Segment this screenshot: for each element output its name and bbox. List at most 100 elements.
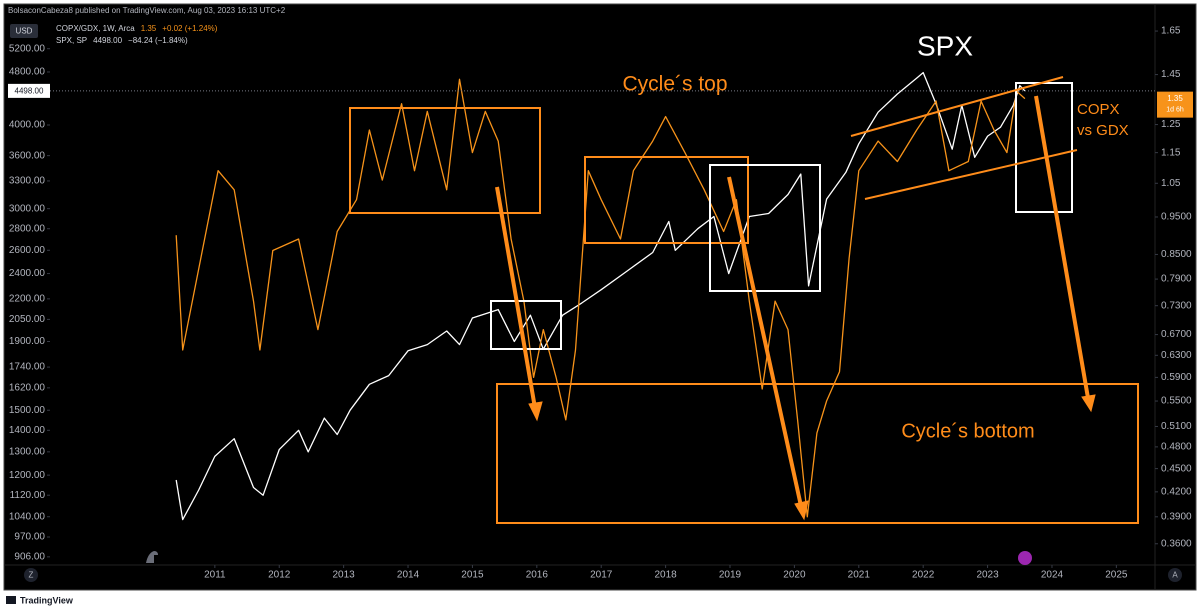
legend-change: −84.24 (−1.84%) xyxy=(128,36,188,45)
chart-panel xyxy=(3,3,1197,591)
arrow xyxy=(1034,95,1090,399)
y-tick-label: 1740.00 xyxy=(9,362,46,373)
y-tick-label: 0.7900 xyxy=(1161,274,1192,285)
box xyxy=(496,383,1139,524)
y-tick-label: 2400.00 xyxy=(9,268,46,279)
y-tick-label: 3300.00 xyxy=(9,176,46,187)
box xyxy=(584,156,749,244)
y-tick-label: 906.00 xyxy=(14,552,45,563)
x-tick-label: 2024 xyxy=(1041,570,1064,581)
y-tick-label: 1620.00 xyxy=(9,382,46,393)
x-tick-label: 2012 xyxy=(268,570,291,581)
footer-logo xyxy=(6,596,16,604)
button-label[interactable]: A xyxy=(1172,571,1178,580)
y-tick-label: 970.00 xyxy=(14,532,45,543)
countdown: 1d 6h xyxy=(1166,106,1184,113)
legend-name: COPX/GDX, 1W, Arca xyxy=(56,24,135,33)
legend-last: 1.35 xyxy=(141,24,157,33)
y-tick-label: 2200.00 xyxy=(9,293,46,304)
y-tick-label: 2600.00 xyxy=(9,245,46,256)
y-tick-label: 1900.00 xyxy=(9,336,46,347)
y-tick-label: 1120.00 xyxy=(10,490,46,501)
y-tick-label: 1500.00 xyxy=(9,405,46,416)
annotation: COPX xyxy=(1077,101,1120,118)
y-tick-label: 0.9500 xyxy=(1161,212,1192,223)
x-tick-label: 2016 xyxy=(526,570,549,581)
y-tick-label: 3000.00 xyxy=(9,203,46,214)
x-tick-label: 2018 xyxy=(654,570,677,581)
y-tick-label: 0.6700 xyxy=(1161,329,1192,340)
price-badge xyxy=(8,83,50,98)
series-line xyxy=(175,71,1026,521)
y-tick-label: 0.6300 xyxy=(1161,350,1192,361)
logo-icon xyxy=(146,551,158,563)
y-tick-label: 0.5900 xyxy=(1161,372,1192,383)
arrows xyxy=(495,95,1096,521)
button[interactable] xyxy=(1168,568,1182,582)
price-badge xyxy=(1157,91,1193,118)
x-tick-label: 2023 xyxy=(976,570,999,581)
plot: 5200.00 4800.00 4000.00 3600.00 3300.00 3000.… xyxy=(8,26,1193,581)
y-tick-label: 1.25 xyxy=(1161,119,1181,130)
button-label[interactable]: Z xyxy=(29,571,34,580)
y-tick-label: 2050.00 xyxy=(9,314,46,325)
x-tick-label: 2013 xyxy=(333,570,356,581)
y-tick-label: 1200.00 xyxy=(9,470,46,481)
x-tick-label: 2015 xyxy=(461,570,484,581)
y-tick-label: 1.15 xyxy=(1161,147,1181,158)
arrow-head xyxy=(528,401,543,422)
arrow-head xyxy=(794,500,809,521)
x-tick-label: 2019 xyxy=(719,570,742,581)
y-tick-label: 1.05 xyxy=(1161,178,1181,189)
annotation: Cycle´s bottom xyxy=(901,420,1034,442)
annotation: Cycle´s top xyxy=(622,73,727,96)
legend-row: COPX/GDX, 1W, Arca 1.35 +0.02 (+1.24%) xyxy=(56,24,218,33)
annotation: vs GDX xyxy=(1077,122,1129,139)
y-tick-label: 0.5100 xyxy=(1161,421,1192,432)
y-tick-label: 2800.00 xyxy=(9,223,46,234)
event-icon[interactable] xyxy=(1018,551,1032,565)
x-tick-label: 2020 xyxy=(783,570,806,581)
drawings xyxy=(349,76,1139,524)
y-tick-label: 1300.00 xyxy=(9,446,46,457)
button[interactable] xyxy=(24,568,38,582)
y-tick-label: 0.4500 xyxy=(1161,463,1192,474)
annotation: SPX xyxy=(917,30,973,61)
x-tick-label: 2017 xyxy=(590,570,613,581)
series-line xyxy=(175,78,1026,518)
currency[interactable]: USD xyxy=(16,27,33,36)
y-tick-label: 0.7300 xyxy=(1161,300,1192,311)
legend-row: SPX, SP 4498.00 −84.24 (−1.84%) xyxy=(56,36,188,45)
x-tick-label: 2022 xyxy=(912,570,935,581)
price-badge-label: 4498.00 xyxy=(15,86,44,95)
y-tick-label: 3600.00 xyxy=(9,150,46,161)
y-tick-label: 1040.00 xyxy=(9,511,46,522)
header: BolsaconCabeza8 published on TradingView… xyxy=(8,6,286,15)
x-tick-label: 2014 xyxy=(397,570,420,581)
box xyxy=(349,107,541,214)
y-tick-label: 1400.00 xyxy=(9,425,46,436)
x-tick-label: 2021 xyxy=(848,570,871,581)
y-tick-label: 0.4800 xyxy=(1161,442,1192,453)
y-tick-label: 0.8500 xyxy=(1161,249,1192,260)
legend-change: +0.02 (+1.24%) xyxy=(162,24,217,33)
y-tick-label: 5200.00 xyxy=(9,43,46,54)
currency-badge[interactable] xyxy=(10,24,38,38)
box xyxy=(709,164,821,292)
legend-last: 4498.00 xyxy=(93,36,122,45)
x-tick-label: 2011 xyxy=(204,570,226,581)
y-tick-label: 1.65 xyxy=(1161,26,1181,37)
y-tick-label: 1.45 xyxy=(1161,69,1181,80)
y-tick-label: 0.3600 xyxy=(1161,538,1192,549)
y-tick-label: 0.5500 xyxy=(1161,396,1192,407)
y-tick-label: 0.4200 xyxy=(1161,486,1192,497)
channel-line xyxy=(864,149,1078,200)
footer: TradingView xyxy=(20,595,74,605)
x-tick-label: 2025 xyxy=(1105,570,1128,581)
channel-line xyxy=(850,76,1064,137)
arrow xyxy=(495,186,537,409)
y-tick-label: 4000.00 xyxy=(9,120,46,131)
arrow-head xyxy=(1081,394,1096,413)
